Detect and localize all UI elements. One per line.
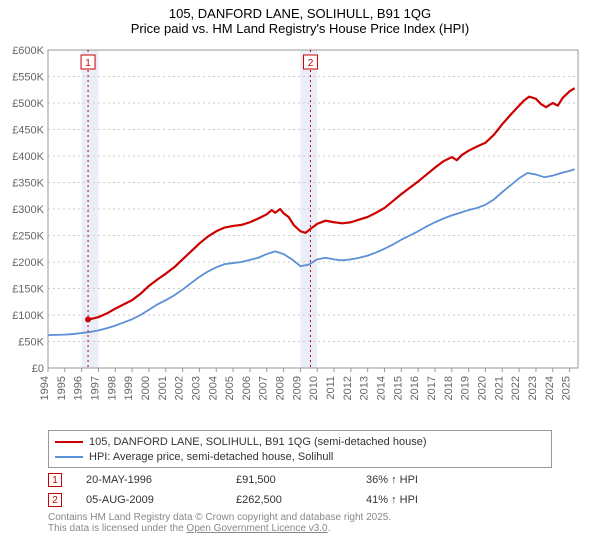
x-tick-label: 2023 [527, 376, 539, 400]
x-tick-label: 2007 [258, 376, 270, 400]
x-tick-label: 2021 [493, 376, 505, 400]
sale-marker-number: 2 [308, 58, 314, 69]
y-tick-label: £350K [12, 178, 44, 190]
y-tick-label: £50K [18, 337, 44, 349]
x-tick-label: 2025 [561, 376, 573, 400]
x-tick-label: 2024 [544, 376, 556, 400]
legend-label: 105, DANFORD LANE, SOLIHULL, B91 1QG (se… [89, 436, 426, 448]
sale-marker-number: 1 [85, 58, 91, 69]
y-tick-label: £450K [12, 125, 44, 137]
x-tick-label: 2010 [308, 376, 320, 400]
x-tick-label: 2015 [392, 376, 404, 400]
sale-marker-icon: 1 [48, 473, 62, 487]
y-tick-label: £600K [12, 45, 44, 57]
attribution-line1: Contains HM Land Registry data © Crown c… [48, 512, 391, 523]
x-tick-label: 1998 [106, 376, 118, 400]
y-tick-label: £150K [12, 284, 44, 296]
x-tick-label: 2014 [376, 376, 388, 400]
legend-row: 105, DANFORD LANE, SOLIHULL, B91 1QG (se… [55, 434, 545, 449]
y-tick-label: £500K [12, 98, 44, 110]
attribution-line2-suffix: . [328, 523, 331, 534]
sale-hpi: 36% ↑ HPI [366, 474, 486, 486]
legend-swatch [55, 456, 83, 458]
x-tick-label: 1995 [56, 376, 68, 400]
y-tick-label: £0 [32, 363, 44, 375]
x-tick-label: 1994 [39, 376, 51, 400]
x-tick-label: 2012 [342, 376, 354, 400]
sale-row: 1 20-MAY-1996£91,50036% ↑ HPI [48, 470, 552, 490]
y-tick-label: £550K [12, 72, 44, 84]
y-tick-label: £100K [12, 310, 44, 322]
x-tick-label: 1999 [123, 376, 135, 400]
sale-date: 05-AUG-2009 [86, 494, 236, 506]
legend: 105, DANFORD LANE, SOLIHULL, B91 1QG (se… [48, 430, 552, 468]
x-tick-label: 2001 [157, 376, 169, 400]
attribution: Contains HM Land Registry data © Crown c… [48, 512, 552, 534]
x-tick-label: 2003 [190, 376, 202, 400]
sales-table: 1 20-MAY-1996£91,50036% ↑ HPI 2 05-AUG-2009… [48, 470, 552, 510]
ogl-link[interactable]: Open Government Licence v3.0 [186, 523, 327, 534]
sale-date: 20-MAY-1996 [86, 474, 236, 486]
y-tick-label: £400K [12, 151, 44, 163]
title-line2: Price paid vs. HM Land Registry's House … [0, 21, 600, 36]
x-tick-label: 2004 [207, 376, 219, 400]
sale-marker-icon: 2 [48, 493, 62, 507]
x-tick-label: 1996 [73, 376, 85, 400]
x-tick-label: 2018 [443, 376, 455, 400]
x-tick-label: 2005 [224, 376, 236, 400]
chart-container: 105, DANFORD LANE, SOLIHULL, B91 1QG Pri… [0, 0, 600, 560]
y-tick-label: £200K [12, 257, 44, 269]
title-block: 105, DANFORD LANE, SOLIHULL, B91 1QG Pri… [0, 0, 600, 38]
x-tick-label: 2006 [241, 376, 253, 400]
x-tick-label: 2002 [174, 376, 186, 400]
y-tick-label: £300K [12, 204, 44, 216]
x-tick-label: 2022 [510, 376, 522, 400]
legend-row: HPI: Average price, semi-detached house,… [55, 449, 545, 464]
chart-area: £0 £50K £100K £150K £200K £250K £300K £350K £400… [0, 42, 600, 422]
legend-swatch [55, 441, 83, 443]
sale-hpi: 41% ↑ HPI [366, 494, 486, 506]
legend-label: HPI: Average price, semi-detached house,… [89, 451, 333, 463]
x-tick-label: 1997 [89, 376, 101, 400]
x-tick-label: 2008 [275, 376, 287, 400]
x-tick-label: 2000 [140, 376, 152, 400]
x-tick-label: 2017 [426, 376, 438, 400]
sale-price: £262,500 [236, 494, 366, 506]
y-tick-label: £250K [12, 231, 44, 243]
sale-price: £91,500 [236, 474, 366, 486]
attribution-line2-prefix: This data is licensed under the [48, 523, 186, 534]
x-tick-label: 2019 [460, 376, 472, 400]
title-line1: 105, DANFORD LANE, SOLIHULL, B91 1QG [0, 6, 600, 21]
line-chart-svg: £0 £50K £100K £150K £200K £250K £300K £350K £400… [0, 42, 600, 422]
x-tick-label: 2016 [409, 376, 421, 400]
series-property [88, 88, 575, 319]
x-tick-label: 2009 [291, 376, 303, 400]
x-tick-label: 2013 [359, 376, 371, 400]
x-tick-label: 2020 [476, 376, 488, 400]
sale-row: 2 05-AUG-2009£262,50041% ↑ HPI [48, 490, 552, 510]
x-tick-label: 2011 [325, 376, 337, 400]
